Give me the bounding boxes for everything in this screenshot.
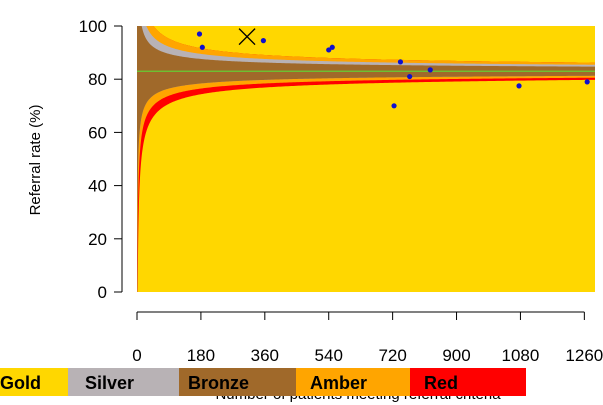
y-tick-label-80: 80 xyxy=(88,70,107,89)
legend-label-bronze: Bronze xyxy=(188,373,249,393)
x-tick-label-720: 720 xyxy=(378,346,406,365)
confidence-bands xyxy=(137,26,595,292)
x-tick-label-180: 180 xyxy=(187,346,215,365)
x-tick-label-900: 900 xyxy=(442,346,470,365)
x-axis: 0 180 360 540 720 900 1080 1260 xyxy=(132,311,603,365)
legend-swatch-amber xyxy=(296,368,410,396)
highlight-marker xyxy=(238,28,256,46)
legend-label-silver: Silver xyxy=(85,373,134,393)
legend-label-amber: Amber xyxy=(310,373,367,393)
data-point-1 xyxy=(196,31,203,37)
y-axis: 0 20 40 60 80 100 xyxy=(79,17,123,302)
x-tick-label-0: 0 xyxy=(132,346,141,365)
x-tick-label-360: 360 xyxy=(251,346,279,365)
data-point-3 xyxy=(260,38,266,44)
y-axis-title: Referral rate (%) xyxy=(27,105,44,216)
data-point-5 xyxy=(329,44,335,50)
y-tick-label-100: 100 xyxy=(79,17,107,36)
data-points xyxy=(196,28,590,109)
y-tick-label-40: 40 xyxy=(88,177,107,196)
legend-swatch-gold xyxy=(0,368,68,396)
legend: Gold Silver Bronze Amber Red xyxy=(0,368,526,396)
y-tick-label-60: 60 xyxy=(88,123,107,142)
data-point-4 xyxy=(326,47,332,53)
y-tick-label-0: 0 xyxy=(98,283,107,302)
data-point-6 xyxy=(391,103,397,109)
y-tick-label-20: 20 xyxy=(88,230,107,249)
data-point-10 xyxy=(516,83,522,89)
legend-label-red: Red xyxy=(424,373,458,393)
data-point-2 xyxy=(199,44,205,50)
data-point-8 xyxy=(407,73,413,80)
x-tick-label-1260: 1260 xyxy=(565,346,603,365)
data-point-11 xyxy=(584,79,590,85)
data-point-7 xyxy=(397,59,404,65)
data-point-9 xyxy=(427,67,433,73)
legend-swatch-red xyxy=(410,368,526,396)
band-silver xyxy=(137,26,595,292)
legend-swatch-silver xyxy=(68,368,179,396)
legend-label-gold: Gold xyxy=(0,373,41,393)
legend-swatch-bronze xyxy=(179,368,296,396)
x-tick-label-540: 540 xyxy=(315,346,343,365)
x-tick-label-1080: 1080 xyxy=(502,346,540,365)
